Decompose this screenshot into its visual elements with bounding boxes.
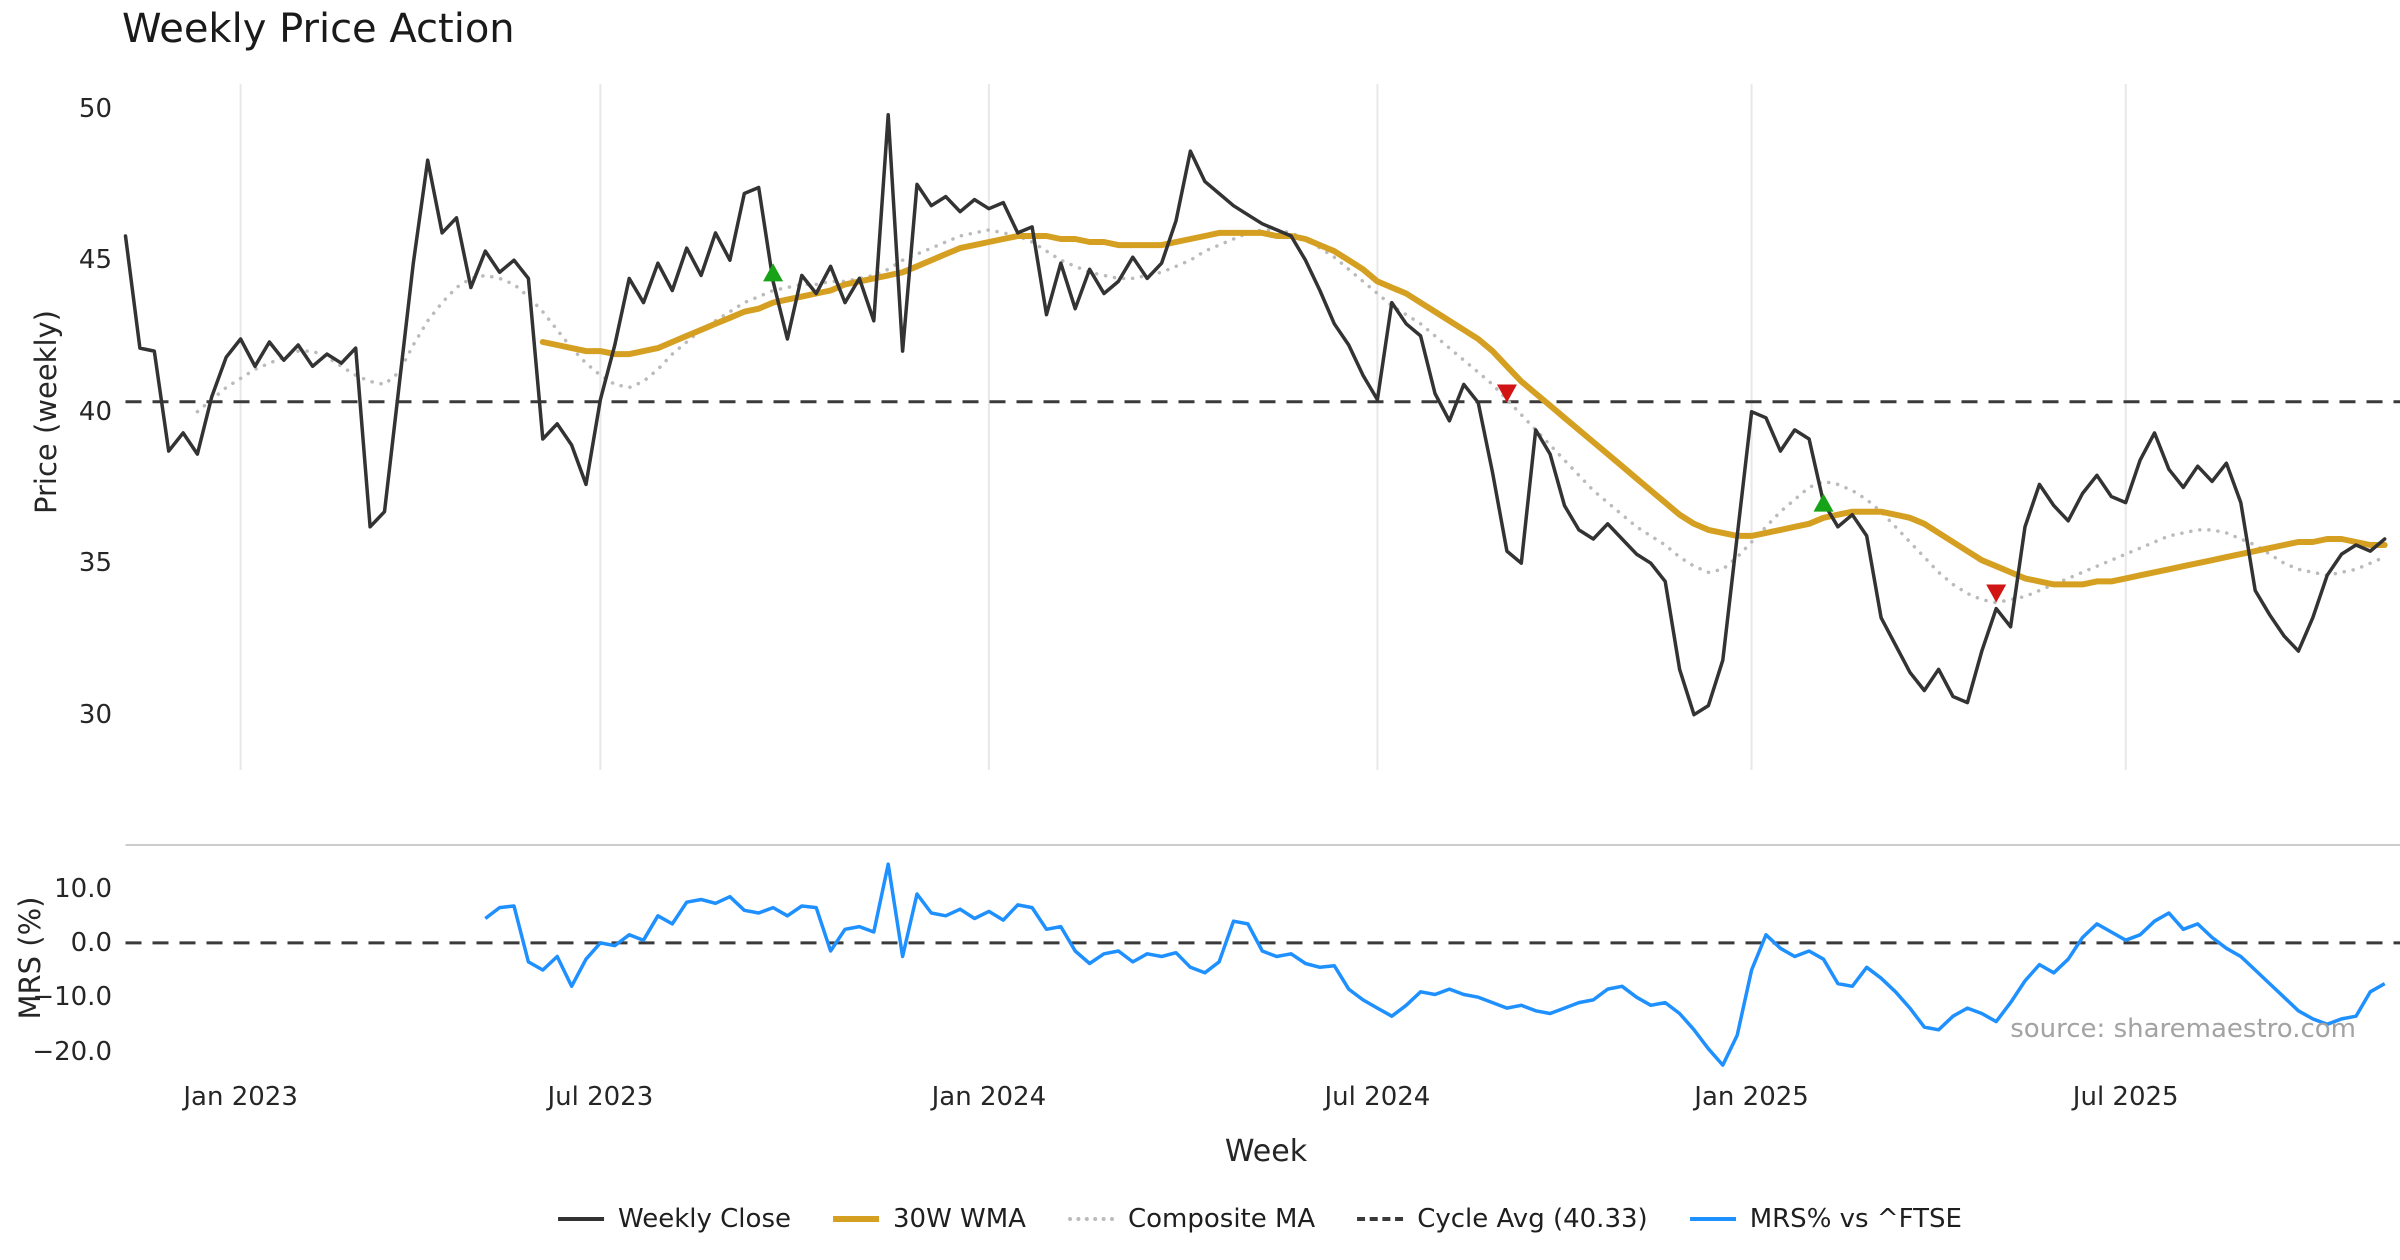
composite-ma-line-swatch-icon: [1067, 1217, 1114, 1221]
x-tick-label: Jan 2025: [1694, 1082, 1809, 1112]
weekly-close-line-swatch-icon: [558, 1217, 605, 1221]
mrs-tick-label: 10.0: [54, 873, 112, 904]
source-credit: source: sharemaestro.com: [2010, 1014, 2356, 1044]
legend-item-cycle-avg: Cycle Avg (40.33): [1357, 1204, 1648, 1234]
mrs-tick-label: 0.0: [70, 927, 112, 958]
x-tick-label: Jan 2024: [931, 1082, 1047, 1112]
mrs-tick-label: −20.0: [32, 1036, 112, 1067]
chart-title: Weekly Price Action: [122, 6, 515, 52]
legend-label: Cycle Avg (40.33): [1417, 1204, 1648, 1234]
wma-line-swatch-icon: [832, 1216, 879, 1222]
legend-item-30w-wma: 30W WMA: [832, 1204, 1026, 1234]
legend-label: Weekly Close: [618, 1204, 791, 1234]
legend-label: Composite MA: [1127, 1204, 1316, 1234]
x-tick-label: Jan 2023: [183, 1082, 298, 1112]
mrs-line-swatch-icon: [1689, 1217, 1736, 1221]
legend-item-weekly-close: Weekly Close: [558, 1204, 791, 1234]
x-axis-label: Week: [1224, 1134, 1308, 1169]
price-tick-label: 30: [78, 699, 112, 730]
x-tick-label: Jul 2023: [547, 1082, 654, 1112]
price-tick-label: 35: [78, 548, 112, 579]
legend-item-mrs: MRS% vs ^FTSE: [1689, 1204, 1962, 1234]
price-tick-label: 50: [78, 93, 112, 124]
legend-label: 30W WMA: [892, 1204, 1026, 1234]
legend-label: MRS% vs ^FTSE: [1749, 1204, 1962, 1234]
legend-item-composite-ma: Composite MA: [1067, 1204, 1316, 1234]
x-tick-label: Jul 2025: [2072, 1082, 2179, 1112]
mrs-tick-label: −10.0: [32, 982, 112, 1013]
cycle-avg-line-swatch-icon: [1357, 1217, 1404, 1221]
legend: Weekly Close 30W WMA Composite MA Cycle …: [558, 1204, 1962, 1234]
price-tick-label: 40: [78, 396, 112, 427]
price-tick-label: 45: [78, 245, 112, 276]
x-tick-label: Jul 2024: [1324, 1082, 1431, 1112]
